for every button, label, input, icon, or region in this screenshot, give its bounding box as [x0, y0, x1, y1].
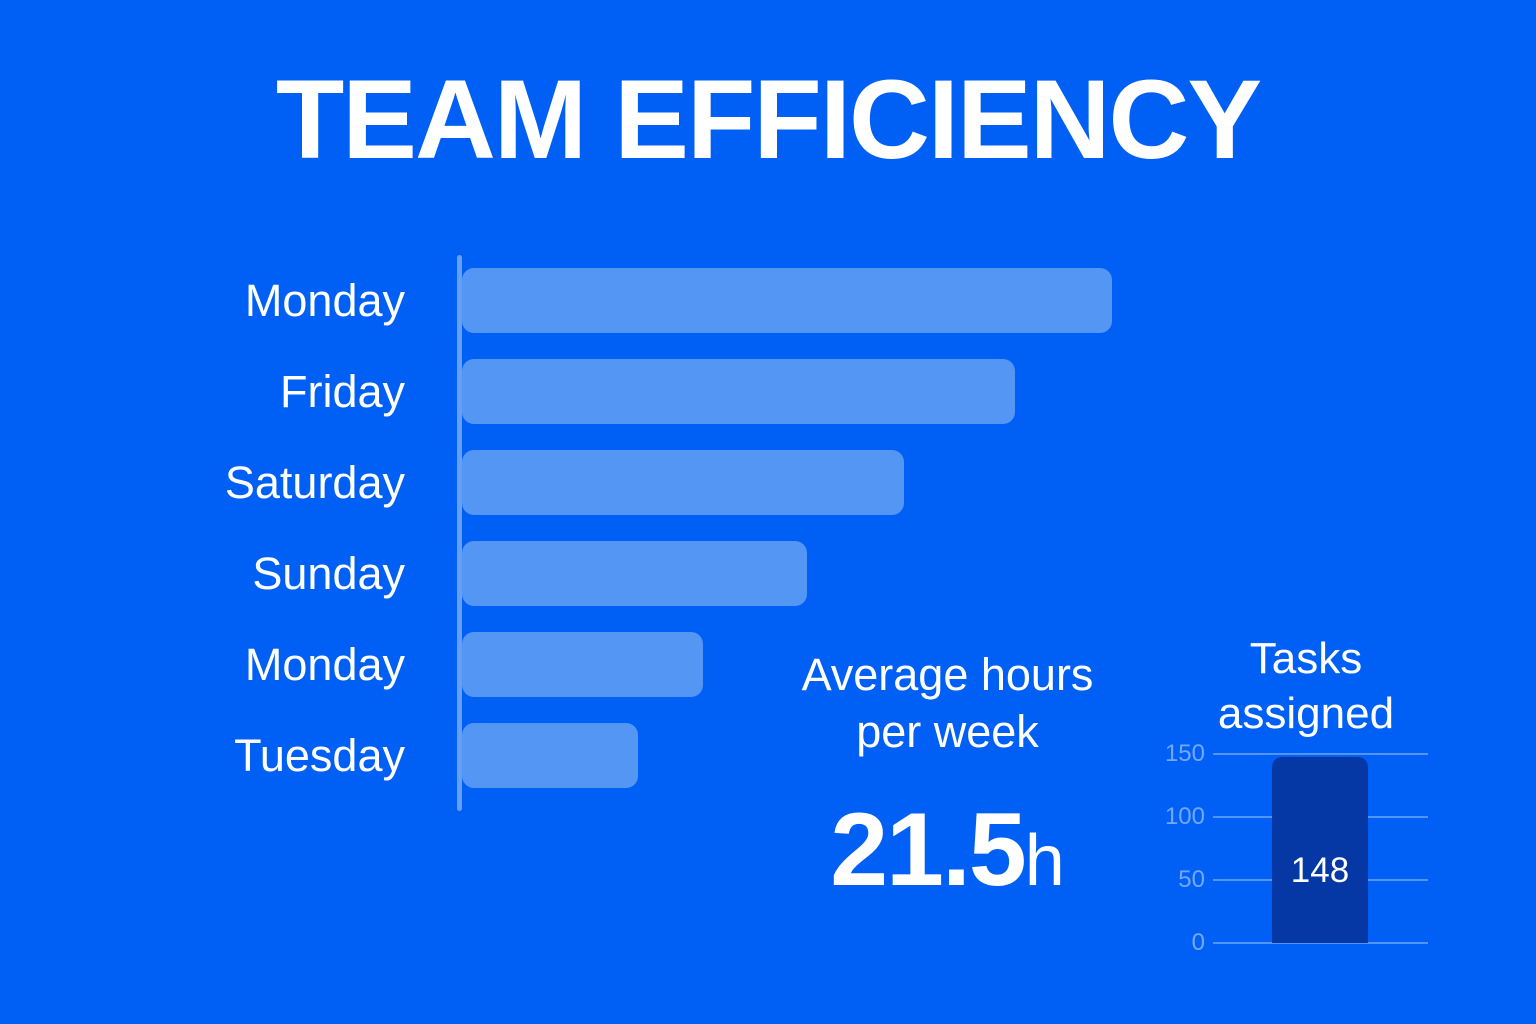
gridline	[1213, 942, 1428, 944]
bar-row: Sunday	[0, 528, 1130, 619]
tasks-bar-value: 148	[1290, 851, 1350, 890]
bar-row: Saturday	[0, 437, 1130, 528]
y-tick-label: 100	[1164, 803, 1205, 830]
stat-value: 21.5h	[740, 798, 1155, 902]
bar-row: Monday	[0, 619, 1130, 710]
stat-label-line1: Average hours	[801, 649, 1094, 700]
bar-row: Tuesday	[0, 710, 1130, 801]
category-label: Friday	[279, 366, 405, 417]
category-label: Monday	[244, 275, 405, 326]
bar-row: Monday	[0, 255, 1130, 346]
hours-bar	[462, 450, 904, 515]
hours-bar-chart: Monday Friday Saturday Sunday Monday Tue…	[0, 255, 1130, 801]
page-title: TEAM EFFICIENCY	[275, 57, 1262, 182]
category-label: Tuesday	[234, 730, 405, 781]
stat-label: Average hours per week	[740, 646, 1155, 760]
y-tick-label: 50	[1178, 866, 1205, 893]
y-tick-label: 150	[1164, 740, 1205, 767]
tasks-bar-chart: 150 100 50 0 148	[1150, 741, 1428, 956]
hours-bar	[462, 723, 638, 788]
hours-bar	[462, 268, 1112, 333]
category-label: Sunday	[252, 548, 405, 599]
hours-bar	[462, 359, 1015, 424]
category-label: Saturday	[224, 457, 405, 508]
tasks-chart-title: Tasks assigned	[1217, 634, 1395, 738]
category-label: Monday	[244, 639, 405, 690]
stat-value-unit: h	[1024, 821, 1065, 901]
hours-bar	[462, 632, 703, 697]
gridline	[1213, 753, 1428, 755]
stat-value-number: 21.5	[830, 792, 1026, 908]
hours-bar	[462, 541, 807, 606]
tasks-bar: 148	[1272, 757, 1368, 943]
stat-label-line2: per week	[856, 706, 1039, 757]
bar-row: Friday	[0, 346, 1130, 437]
bar-chart-axis-line	[457, 255, 462, 811]
y-tick-label: 0	[1191, 929, 1205, 956]
